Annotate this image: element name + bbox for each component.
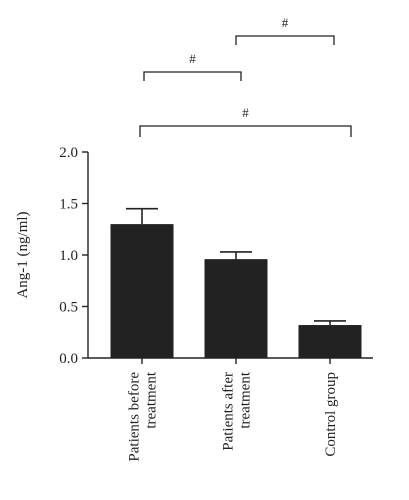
- bars: [110, 224, 362, 358]
- bar: [298, 325, 362, 358]
- y-axis-label: Ang-1 (ng/ml): [15, 211, 31, 298]
- y-tick-label: 2.0: [59, 145, 78, 161]
- error-bars: [126, 207, 346, 326]
- bar: [204, 259, 268, 358]
- y-tick-label: 1.0: [59, 248, 78, 264]
- bar: [110, 224, 174, 358]
- significance-bracket: [143, 71, 242, 81]
- x-axis: Patients before treatment Patients after tr…: [88, 357, 373, 462]
- x-tick-label-line: Patients before: [127, 372, 143, 462]
- y-axis: 0.0 0.5 1.0 1.5 2.0: [59, 145, 89, 367]
- significance-label: #: [242, 105, 249, 120]
- x-tick-label: Patients after treatment: [221, 371, 254, 451]
- y-tick-label: 0.5: [59, 300, 78, 316]
- x-tick-label-line: treatment: [238, 371, 254, 428]
- significance-label: #: [282, 15, 289, 30]
- significance-bracket: [139, 125, 352, 137]
- x-tick-label-line: Patients after: [221, 372, 237, 451]
- significance-label: #: [189, 51, 196, 66]
- y-tick-label: 0.0: [59, 351, 78, 367]
- x-tick-label: Control group: [323, 372, 339, 457]
- significance-bracket: [235, 35, 335, 45]
- y-tick-label: 1.5: [59, 197, 78, 213]
- x-tick-label: Patients before treatment: [127, 371, 160, 461]
- significance-brackets: # # #: [139, 15, 352, 137]
- x-tick-label-line: Control group: [323, 372, 339, 457]
- x-tick-label-line: treatment: [144, 371, 160, 428]
